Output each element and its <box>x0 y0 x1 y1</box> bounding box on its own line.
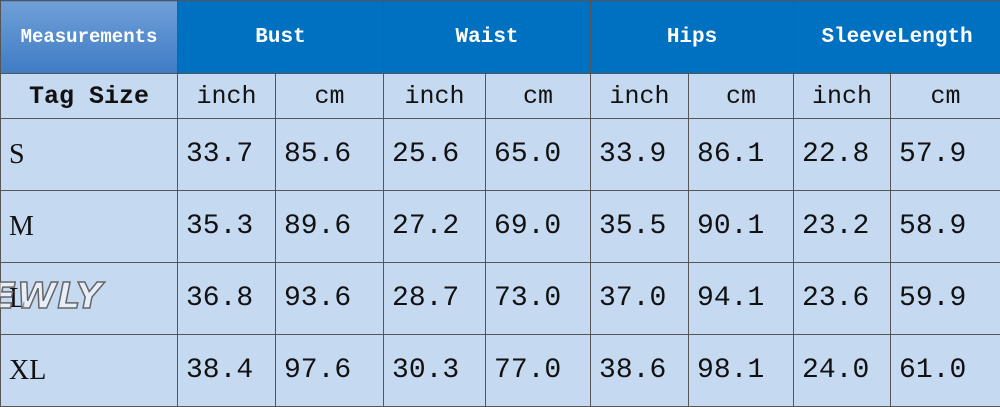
measurement-cell: 27.2 <box>384 191 486 263</box>
size-label: XL <box>1 335 178 407</box>
measurement-cell: 59.9 <box>891 263 1000 335</box>
size-label: M <box>1 191 178 263</box>
measurement-cell: 97.6 <box>276 335 384 407</box>
measurement-cell: 33.7 <box>178 119 276 191</box>
measurement-cell: 61.0 <box>891 335 1000 407</box>
measurement-cell: 89.6 <box>276 191 384 263</box>
measurement-cell: 37.0 <box>591 263 689 335</box>
measurement-cell: 35.5 <box>591 191 689 263</box>
measurement-cell: 24.0 <box>794 335 891 407</box>
measurement-cell: 57.9 <box>891 119 1000 191</box>
measurement-cell: 35.3 <box>178 191 276 263</box>
measurement-cell: 38.6 <box>591 335 689 407</box>
measurement-cell: 85.6 <box>276 119 384 191</box>
subheader-cell: Tag Size <box>1 74 178 119</box>
measurement-cell: 25.6 <box>384 119 486 191</box>
subheader-cell: cm <box>276 74 384 119</box>
subheader-cell: inch <box>178 74 276 119</box>
measurement-cell: 23.6 <box>794 263 891 335</box>
size-label: S <box>1 119 178 191</box>
measurement-cell: 90.1 <box>689 191 794 263</box>
measurement-cell: 93.6 <box>276 263 384 335</box>
size-label: L <box>1 263 178 335</box>
measurement-cell: 36.8 <box>178 263 276 335</box>
measurement-cell: 33.9 <box>591 119 689 191</box>
subheader-cell: inch <box>384 74 486 119</box>
subheader-cell: cm <box>486 74 591 119</box>
measurement-cell: 98.1 <box>689 335 794 407</box>
header-cell: Hips <box>591 1 794 74</box>
measurement-cell: 86.1 <box>689 119 794 191</box>
measurement-cell: 69.0 <box>486 191 591 263</box>
header-cell: SleeveLength <box>794 1 1000 74</box>
measurement-cell: 94.1 <box>689 263 794 335</box>
measurement-cell: 77.0 <box>486 335 591 407</box>
measurement-cell: 23.2 <box>794 191 891 263</box>
measurement-cell: 73.0 <box>486 263 591 335</box>
header-cell: Measurements <box>1 1 178 74</box>
subheader-cell: cm <box>689 74 794 119</box>
subheader-cell: inch <box>591 74 689 119</box>
measurement-cell: 65.0 <box>486 119 591 191</box>
subheader-cell: inch <box>794 74 891 119</box>
measurement-cell: 28.7 <box>384 263 486 335</box>
measurement-cell: 22.8 <box>794 119 891 191</box>
header-cell: Waist <box>384 1 591 74</box>
subheader-cell: cm <box>891 74 1000 119</box>
header-cell: Bust <box>178 1 384 74</box>
measurement-cell: 30.3 <box>384 335 486 407</box>
measurement-cell: 38.4 <box>178 335 276 407</box>
measurement-cell: 58.9 <box>891 191 1000 263</box>
